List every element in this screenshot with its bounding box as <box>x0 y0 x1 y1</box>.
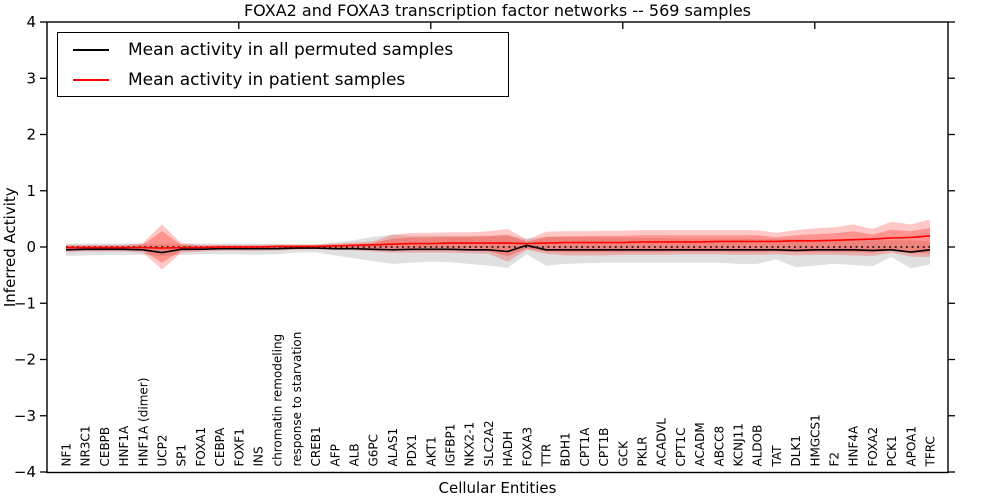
x-category-label: SP1 <box>175 444 189 467</box>
x-category-label: TAT <box>770 445 784 468</box>
x-category-label: CEBPB <box>98 427 112 467</box>
band-patient-range-outer <box>66 219 930 270</box>
y-tick-label: −2 <box>14 351 36 369</box>
y-tick-label: 0 <box>26 238 36 256</box>
x-category-label: FOXF1 <box>232 428 246 466</box>
x-category-label: ABCC8 <box>712 426 726 467</box>
x-category-label: NF1 <box>60 443 74 467</box>
y-tick-label: 2 <box>26 126 36 144</box>
x-category-label: F2 <box>828 452 842 467</box>
x-category-label: NKX2-1 <box>463 422 477 467</box>
patient-mean-line <box>66 235 931 249</box>
permuted-mean-line <box>65 244 931 254</box>
x-category-label: SLC2A2 <box>482 420 496 466</box>
x-category-label: ALDOB <box>751 425 765 467</box>
y-tick-label: −3 <box>14 407 36 425</box>
x-category-label: HMGCS1 <box>808 414 822 466</box>
x-category-label: HADH <box>501 431 515 467</box>
x-category-label: TTR <box>540 444 554 468</box>
x-category-label: ALAS1 <box>386 428 400 467</box>
x-category-label: IGFBP1 <box>444 424 458 467</box>
y-tick-label: 4 <box>26 13 36 31</box>
legend-label-permuted: Mean activity in all permuted samples <box>128 39 454 60</box>
legend-line-swatch-black <box>73 48 109 51</box>
x-category-label: PDX1 <box>405 434 419 466</box>
legend-entry-patient: Mean activity in patient samples <box>58 65 508 95</box>
x-category-label: FOXA1 <box>194 427 208 467</box>
y-tick-label: 3 <box>26 69 36 87</box>
x-axis-label: Cellular Entities <box>439 479 557 497</box>
x-category-label: GCK <box>616 440 630 467</box>
x-category-label: TFRC <box>924 436 938 467</box>
band-permuted-range <box>66 234 930 269</box>
x-category-label: CPT1B <box>597 428 611 467</box>
x-category-label: AKT1 <box>424 436 438 466</box>
x-category-label: PKLR <box>636 436 650 466</box>
band-patient-range-inner <box>66 227 930 263</box>
x-category-label: CPT1C <box>674 428 688 467</box>
x-category-label: AFP <box>328 444 342 466</box>
x-category-label: CEBPA <box>213 427 227 467</box>
x-category-label: HNF4A <box>847 425 861 467</box>
y-tick-label: 1 <box>26 182 36 200</box>
legend-box: Mean activity in all permuted samples Me… <box>57 32 509 97</box>
x-category-label: FOXA3 <box>520 427 534 467</box>
y-tick-label: −1 <box>14 294 36 312</box>
x-category-label: chromatin remodeling <box>271 334 285 467</box>
legend-entry-permuted: Mean activity in all permuted samples <box>58 35 508 65</box>
chart-title: FOXA2 and FOXA3 transcription factor net… <box>244 1 751 20</box>
x-category-label: UCP2 <box>156 434 170 466</box>
x-category-label: G6PC <box>367 434 381 467</box>
x-category-label: NR3C1 <box>79 426 93 467</box>
x-category-label: ACADVL <box>655 418 669 467</box>
legend-line-swatch-red <box>73 78 109 81</box>
x-category-label: HNF1A (dimer) <box>136 378 150 467</box>
y-tick-label: −4 <box>14 463 36 481</box>
x-category-label: APOA1 <box>904 426 918 467</box>
x-category-label: response to starvation <box>290 332 304 467</box>
x-category-label: CREB1 <box>309 426 323 466</box>
y-axis-label: Inferred Activity <box>1 187 19 307</box>
x-category-label: HNF1A <box>117 425 131 467</box>
x-category-label: ALB <box>348 443 362 466</box>
x-category-label: PCK1 <box>885 435 899 466</box>
x-category-label: KCNJ11 <box>732 423 746 466</box>
x-category-label: BDH1 <box>559 432 573 466</box>
x-category-label: FOXA2 <box>866 427 880 467</box>
legend-label-patient: Mean activity in patient samples <box>128 69 406 90</box>
x-category-label: CPT1A <box>578 427 592 467</box>
x-category-label: INS <box>252 446 266 466</box>
x-category-label: ACADM <box>693 422 707 466</box>
x-category-label: DLK1 <box>789 435 803 466</box>
